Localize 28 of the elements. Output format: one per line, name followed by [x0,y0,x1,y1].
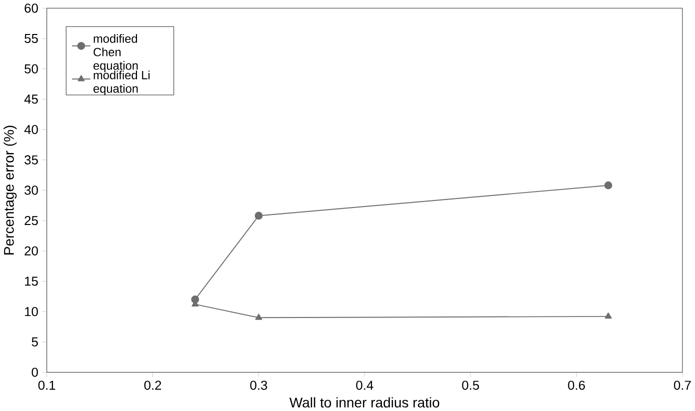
x-axis-title: Wall to inner radius ratio [289,397,440,408]
x-tick-label: 0.1 [38,380,56,390]
y-tick-label: 45 [24,94,38,104]
point [254,212,263,220]
y-tick-label: 40 [24,124,38,134]
x-tick-label: 0.6 [568,380,585,390]
point [604,181,612,190]
x-tick-label: 0.4 [356,380,374,390]
y-tick-label: 5 [32,337,38,346]
y-tick-label: 35 [24,155,38,164]
x-tick-label: 0.2 [144,380,162,390]
y-tick-label: 20 [24,246,38,256]
x-tick-label: 0.7 [674,380,691,390]
y-tick-label: 55 [24,34,38,43]
y-tick-label: 30 [24,186,38,195]
point [604,312,612,319]
legend-label: modified Chen equation [94,34,138,72]
y-axis-title: Percentage error (%) [4,126,17,254]
y-tick-label: 0 [32,368,38,377]
x-tick-label: 0.3 [250,380,268,390]
y-tick-label: 25 [24,216,38,226]
x-tick-label: 0.5 [462,380,479,390]
point [255,314,262,320]
y-tick-label: 50 [24,64,38,74]
legend-label: modified Li equation [94,70,150,96]
y-tick-label: 60 [24,4,38,13]
y-tick-label: 15 [25,276,38,286]
y-tick-label: 10 [25,306,38,316]
